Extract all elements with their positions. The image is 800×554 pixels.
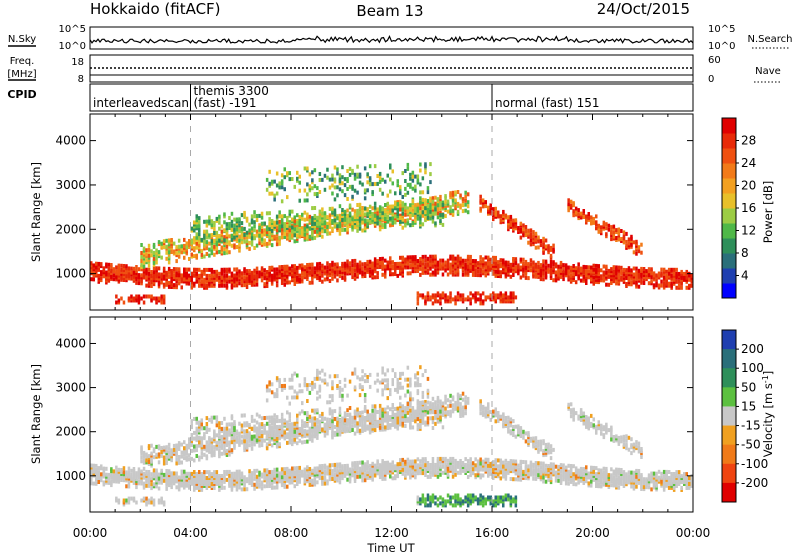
nsearch-tick-top: 10^5 xyxy=(708,24,735,35)
x-tick-label: 12:00 xyxy=(374,526,409,540)
nsky-trace xyxy=(89,34,694,44)
power-colorbar-tick-label: 4 xyxy=(741,269,749,283)
velocity-colorbar-tick-label: -200 xyxy=(741,476,768,490)
nsky-line xyxy=(89,34,694,44)
cpid-label: CPID xyxy=(7,88,36,101)
velocity-colorbar-swatch xyxy=(722,330,736,350)
power-colorbar-swatch xyxy=(722,253,736,269)
y-tick-label: 2000 xyxy=(55,425,86,439)
freq-label-2: [MHz] xyxy=(7,69,36,80)
velocity-panel: 1000 2000 3000 4000 xyxy=(55,316,694,513)
power-colorbar-swatch xyxy=(722,118,736,134)
velocity-ylabel: Slant Range [km] xyxy=(29,364,43,464)
time-axis: 00:00 04:00 08:00 12:00 16:00 20:00 00:00 xyxy=(73,526,711,540)
power-colorbar-swatch xyxy=(722,208,736,224)
beam-title: Beam 13 xyxy=(356,2,423,20)
cpid-box xyxy=(89,83,694,112)
velocity-colorbar: 200 100 50 15 -15 -50 -100 -200 xyxy=(721,329,768,503)
x-tick-label: 00:00 xyxy=(676,526,711,540)
nsky-tick-top: 10^5 xyxy=(59,24,86,35)
power-colorbar-label: Power [dB] xyxy=(761,181,775,244)
power-colorbar-swatch xyxy=(722,283,736,299)
power-colorbar-tick-label: 20 xyxy=(741,179,756,193)
freq-tick-bottom: 8 xyxy=(78,74,84,85)
velocity-colorbar-swatch xyxy=(722,482,736,503)
x-tick-label: 16:00 xyxy=(475,526,510,540)
power-colorbar-swatch xyxy=(722,223,736,239)
y-tick-label: 1000 xyxy=(55,469,86,483)
nave-label: Nave xyxy=(755,66,781,77)
y-tick-label: 4000 xyxy=(55,134,86,148)
power-colorbar: 4 8 12 16 20 24 28 xyxy=(721,117,756,299)
date-title: 24/Oct/2015 xyxy=(597,0,690,18)
power-colorbar-swatch xyxy=(722,268,736,284)
power-colorbar-swatch xyxy=(722,193,736,209)
power-colorbar-tick-label: 28 xyxy=(741,134,756,148)
y-tick-label: 3000 xyxy=(55,381,86,395)
velocity-colorbar-swatch xyxy=(722,425,736,446)
nsky-label: N.Sky xyxy=(8,34,36,45)
y-tick-label: 4000 xyxy=(55,336,86,350)
velocity-colorbar-tick-label: -15 xyxy=(741,419,761,433)
power-colorbar-tick-label: 8 xyxy=(741,246,749,260)
power-colorbar-tick-label: 12 xyxy=(741,224,756,238)
velocity-colorbar-tick-label: -50 xyxy=(741,438,761,452)
x-tick-label: 08:00 xyxy=(274,526,309,540)
power-panel: 1000 2000 3000 4000 xyxy=(55,113,694,311)
velocity-colorbar-swatch xyxy=(722,406,736,427)
x-tick-label: 04:00 xyxy=(173,526,208,540)
nsky-panel xyxy=(89,26,694,50)
heatmap-cells xyxy=(90,365,694,508)
y-tick-label: 3000 xyxy=(55,178,86,192)
y-tick-label: 2000 xyxy=(55,222,86,236)
nsearch-label: N.Search xyxy=(747,34,792,45)
power-colorbar-tick-label: 24 xyxy=(741,156,756,170)
velocity-colorbar-swatch xyxy=(722,387,736,407)
x-tick-label: 00:00 xyxy=(73,526,108,540)
heatmap-cells xyxy=(90,162,694,306)
power-colorbar-swatch xyxy=(722,148,736,164)
velocity-colorbar-tick-label: 200 xyxy=(741,342,764,356)
cpid-segment-mode: normal (fast) 151 xyxy=(495,96,599,110)
velocity-colorbar-swatch xyxy=(722,444,736,465)
velocity-colorbar-tick-label: -100 xyxy=(741,457,768,471)
cpid-segment-name: themis 3300 xyxy=(194,84,269,98)
velocity-colorbar-tick-label: 15 xyxy=(741,399,756,413)
power-colorbar-tick-label: 16 xyxy=(741,201,756,215)
velocity-colorbar-swatch xyxy=(722,349,736,369)
cpid-strip: interleavedscan themis 3300(fast) -191 nor… xyxy=(89,83,694,112)
nave-tick-bottom: 0 xyxy=(708,74,714,85)
velocity-colorbar-tick-label: 50 xyxy=(741,380,756,394)
freq-tick-top: 18 xyxy=(71,57,84,68)
nsearch-tick-bottom: 10^0 xyxy=(708,41,735,52)
velocity-colorbar-swatch xyxy=(722,463,736,484)
nave-tick-top: 60 xyxy=(708,55,721,66)
velocity-colorbar-tick-label: 100 xyxy=(741,361,764,375)
velocity-colorbar-frame xyxy=(721,329,737,503)
station-title: Hokkaido (fitACF) xyxy=(90,0,221,18)
time-axis-label: Time UT xyxy=(366,541,415,554)
x-tick-label: 20:00 xyxy=(575,526,610,540)
power-ylabel: Slant Range [km] xyxy=(29,162,43,262)
cpid-segment-mode: (fast) -191 xyxy=(194,96,257,110)
velocity-colorbar-swatch xyxy=(722,368,736,388)
power-colorbar-swatch xyxy=(722,133,736,149)
power-colorbar-swatch xyxy=(722,178,736,194)
velocity-colorbar-label: Velocity [m s-1] xyxy=(761,371,775,458)
cpid-segment-mode: interleavedscan xyxy=(93,96,189,110)
power-colorbar-swatch xyxy=(722,238,736,254)
freq-label-1: Freq. xyxy=(10,56,35,67)
y-tick-label: 1000 xyxy=(55,267,86,281)
nsky-tick-bottom: 10^0 xyxy=(59,41,86,52)
power-colorbar-swatch xyxy=(722,163,736,179)
